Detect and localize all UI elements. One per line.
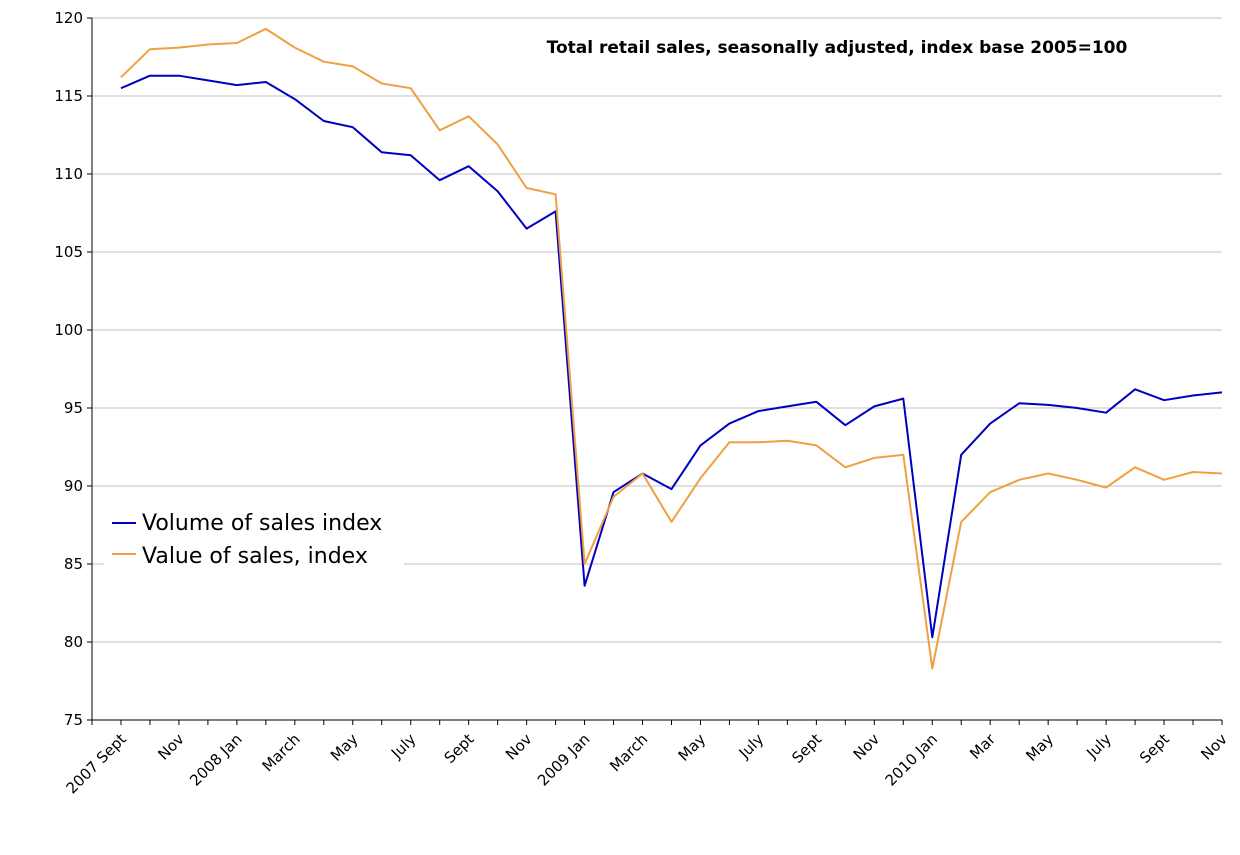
y-tick-label: 115: [54, 87, 83, 105]
y-tick-label: 90: [64, 477, 83, 495]
x-tick-label: July: [1082, 730, 1115, 763]
x-tick-label: Sept: [788, 730, 825, 767]
series-lines: [120, 27, 1223, 670]
legend-background: [104, 502, 404, 572]
y-tick-label: 120: [54, 9, 83, 27]
x-tick-label: May: [1022, 730, 1057, 765]
x-tick-label: Nov: [850, 730, 884, 764]
x-tick-label: Mar: [966, 730, 999, 763]
axes: [87, 17, 1223, 725]
legend-label-volume: Volume of sales index: [142, 511, 382, 536]
y-tick-label: 85: [64, 555, 83, 573]
series-line-volume: [120, 74, 1223, 639]
series-line-value: [120, 27, 1223, 670]
y-tick-label: 110: [54, 165, 83, 183]
y-axis-tick-labels: 75 80 85 90 95 100 105 110 115 120: [54, 9, 83, 729]
x-tick-label: May: [675, 730, 710, 765]
x-tick-label: Nov: [1197, 730, 1231, 764]
x-tick-label: March: [259, 730, 304, 775]
x-tick-label: Sept: [1136, 730, 1173, 767]
chart-title: Total retail sales, seasonally adjusted,…: [547, 38, 1128, 58]
y-tick-label: 105: [54, 243, 83, 261]
x-tick-label: July: [735, 730, 768, 763]
y-tick-label: 95: [64, 399, 83, 417]
y-tick-label: 75: [64, 711, 83, 729]
x-tick-label: Nov: [502, 730, 536, 764]
x-tick-label: Sept: [441, 730, 478, 767]
x-tick-label: 2010 Jan: [882, 730, 941, 789]
legend: Volume of sales index Value of sales, in…: [104, 502, 404, 572]
x-tick-label: May: [327, 730, 362, 765]
legend-label-value: Value of sales, index: [142, 544, 368, 569]
y-tick-label: 80: [64, 633, 83, 651]
y-tick-label: 100: [54, 321, 83, 339]
x-tick-label: Nov: [154, 730, 188, 764]
x-tick-label: 2009 Jan: [534, 730, 593, 789]
x-tick-label: July: [387, 730, 420, 763]
x-tick-label: 2008 Jan: [186, 730, 245, 789]
x-tick-label: 2007 Sept: [63, 730, 130, 797]
x-tick-label: March: [606, 730, 651, 775]
